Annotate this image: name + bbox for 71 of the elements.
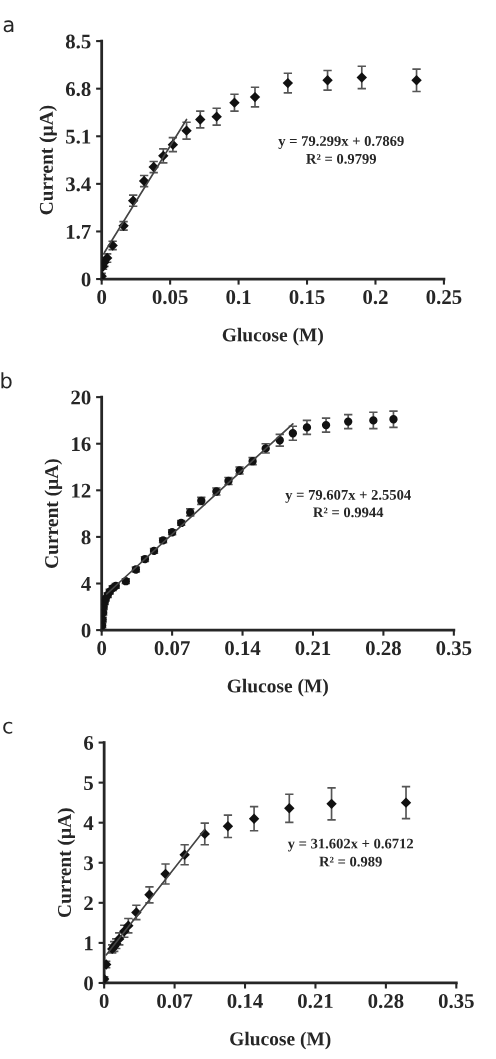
point [248, 813, 260, 824]
point [282, 77, 294, 89]
chart-title: b [1, 372, 12, 389]
point [322, 75, 333, 86]
y-tick-label: 0 [84, 976, 93, 991]
y-tick-label: 20 [71, 390, 91, 405]
x-tick-label: 0.35 [436, 641, 472, 656]
y-axis-title: Current (μA) [44, 459, 63, 568]
x-tick-label: 0.14 [225, 641, 261, 656]
x-axis-title: Glucose (M) [227, 678, 328, 697]
x-tick-label: 0.05 [152, 290, 188, 305]
y-tick-label: 3 [84, 856, 94, 871]
point [284, 803, 295, 814]
annotation: y = 79.299x + 0.7869 [278, 136, 404, 149]
x-tick-label: 0.35 [438, 993, 474, 1009]
y-tick-label: 12 [72, 483, 91, 498]
point [356, 72, 367, 83]
annotation: R² = 0.989 [319, 856, 382, 867]
chart-title: a [3, 20, 14, 33]
y-tick-label: 4 [83, 816, 94, 830]
point [288, 429, 298, 438]
chart-title: c [3, 721, 13, 734]
y-tick-label: 5 [84, 776, 93, 791]
x-tick-label: 0.21 [298, 993, 333, 1009]
annotation: y = 79.607x + 2.5504 [285, 489, 411, 503]
point [211, 111, 222, 122]
x-axis-title: Glucose (M) [230, 1031, 331, 1050]
y-tick-label: 8 [81, 530, 91, 545]
x-tick-label: 0.28 [365, 641, 401, 656]
y-tick-label: 6.8 [65, 82, 91, 97]
point [411, 75, 422, 86]
point [326, 798, 337, 810]
x-tick-label: 0.25 [426, 290, 462, 305]
point [369, 416, 378, 425]
point [222, 821, 234, 832]
y-tick-label: 16 [72, 437, 91, 452]
x-tick-label: 0 [97, 641, 107, 656]
x-tick-label: 0.2 [363, 290, 388, 305]
annotation: R² = 0.9799 [306, 153, 377, 164]
x-tick-label: 0 [97, 290, 107, 305]
point [249, 91, 261, 103]
x-tick-label: 0.15 [289, 290, 325, 305]
annotation: y = 31.602x + 0.6712 [287, 838, 414, 852]
x-tick-label: 0.1 [226, 290, 251, 305]
x-tick-label: 0.28 [368, 993, 404, 1009]
y-tick-label: 3.4 [66, 177, 91, 192]
x-tick-label: 0.07 [154, 641, 190, 656]
y-axis-title: Current (μA) [57, 808, 75, 918]
y-tick-label: 2 [84, 896, 93, 911]
x-tick-label: 0.14 [227, 993, 263, 1009]
x-axis-title: Glucose (M) [222, 327, 323, 346]
y-tick-label: 1 [85, 936, 93, 951]
y-tick-label: 5.1 [66, 129, 91, 144]
point [389, 415, 398, 424]
y-tick-label: 8.5 [65, 34, 91, 49]
y-tick-label: 1.7 [66, 224, 91, 239]
y-tick-label: 6 [84, 736, 94, 750]
x-tick-label: 0.21 [295, 641, 331, 656]
x-tick-label: 0 [99, 993, 109, 1009]
annotation: R² = 0.9944 [313, 507, 384, 518]
point [181, 125, 192, 136]
point [229, 97, 240, 108]
y-axis-title: Current (μA) [39, 105, 57, 215]
y-tick-label: 4 [81, 577, 91, 591]
point [302, 423, 312, 432]
point [344, 417, 353, 426]
point [400, 797, 412, 808]
point [195, 114, 206, 125]
y-tick-label: 0 [81, 272, 91, 287]
x-tick-label: 0.07 [157, 993, 193, 1009]
y-tick-label: 0 [81, 623, 91, 638]
